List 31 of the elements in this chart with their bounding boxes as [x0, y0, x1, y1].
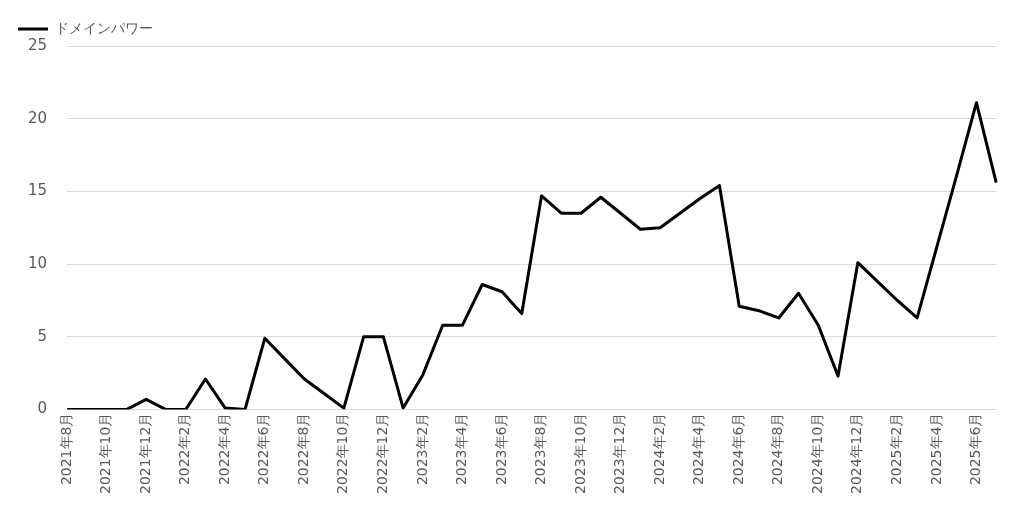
y-tick-label: 20: [27, 108, 48, 127]
x-tick-label: 2022年4月: [215, 412, 232, 486]
y-tick-label: 0: [37, 399, 48, 418]
x-tick-label: 2023年6月: [492, 412, 509, 486]
x-tick-label: 2023年8月: [532, 412, 549, 486]
legend-label: ドメインパワー: [55, 19, 153, 36]
x-tick-label: 2021年10月: [97, 412, 114, 495]
x-tick-label: 2022年10月: [334, 412, 351, 495]
x-tick-label: 2024年12月: [848, 412, 865, 495]
x-tick-label: 2022年2月: [176, 412, 193, 486]
y-tick-label: 25: [27, 35, 48, 54]
y-tick-label: 5: [37, 326, 48, 345]
x-tick-label: 2023年12月: [611, 412, 628, 495]
x-tick-label: 2024年2月: [650, 412, 667, 486]
x-tick-label: 2022年8月: [294, 412, 311, 486]
x-tick-label: 2023年4月: [453, 412, 470, 486]
x-tick-label: 2024年4月: [690, 412, 707, 486]
x-tick-label: 2024年8月: [769, 412, 786, 486]
x-tick-label: 2025年2月: [888, 412, 904, 486]
x-tick-label: 2024年10月: [808, 412, 825, 495]
x-tick-label: 2025年4月: [927, 412, 944, 486]
x-tick-label: 2023年10月: [571, 412, 588, 495]
y-tick-label: 15: [27, 181, 48, 200]
x-tick-label: 2022年12月: [374, 412, 391, 495]
x-tick-label: 2021年8月: [57, 412, 74, 486]
y-tick-label: 10: [27, 254, 48, 273]
x-tick-label: 2023年2月: [413, 412, 430, 486]
x-tick-label: 2021年12月: [136, 412, 153, 495]
x-tick-label: 2025年6月: [967, 412, 984, 486]
x-tick-label: 2022年6月: [255, 412, 272, 486]
x-tick-label: 2024年6月: [729, 412, 746, 486]
